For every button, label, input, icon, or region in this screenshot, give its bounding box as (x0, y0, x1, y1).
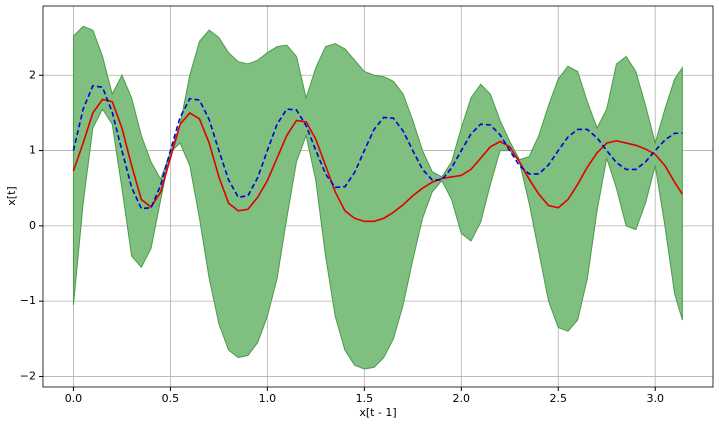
x-tick-label: 2.5 (550, 392, 568, 405)
x-tick-label: 0.5 (162, 392, 180, 405)
x-tick-label: 0.0 (65, 392, 83, 405)
mean-line (72, 98, 684, 223)
x-tick-label: 3.0 (646, 392, 664, 405)
x-tick-label: 1.5 (356, 392, 374, 405)
y-tick-label: 0 (29, 219, 36, 232)
x-axis-label: x[t - 1] (359, 406, 396, 419)
confidence-band (72, 25, 683, 370)
y-tick-label: 1 (29, 144, 36, 157)
y-tick-label: 2 (29, 68, 36, 81)
y-tick-label: −1 (20, 294, 36, 307)
x-tick-label: 2.0 (453, 392, 471, 405)
y-tick-label: −2 (20, 369, 36, 382)
plot-frame (42, 5, 714, 388)
x-tick-label: 1.0 (259, 392, 277, 405)
dashed-line (72, 84, 683, 210)
y-axis-label: x[t] (5, 186, 18, 205)
